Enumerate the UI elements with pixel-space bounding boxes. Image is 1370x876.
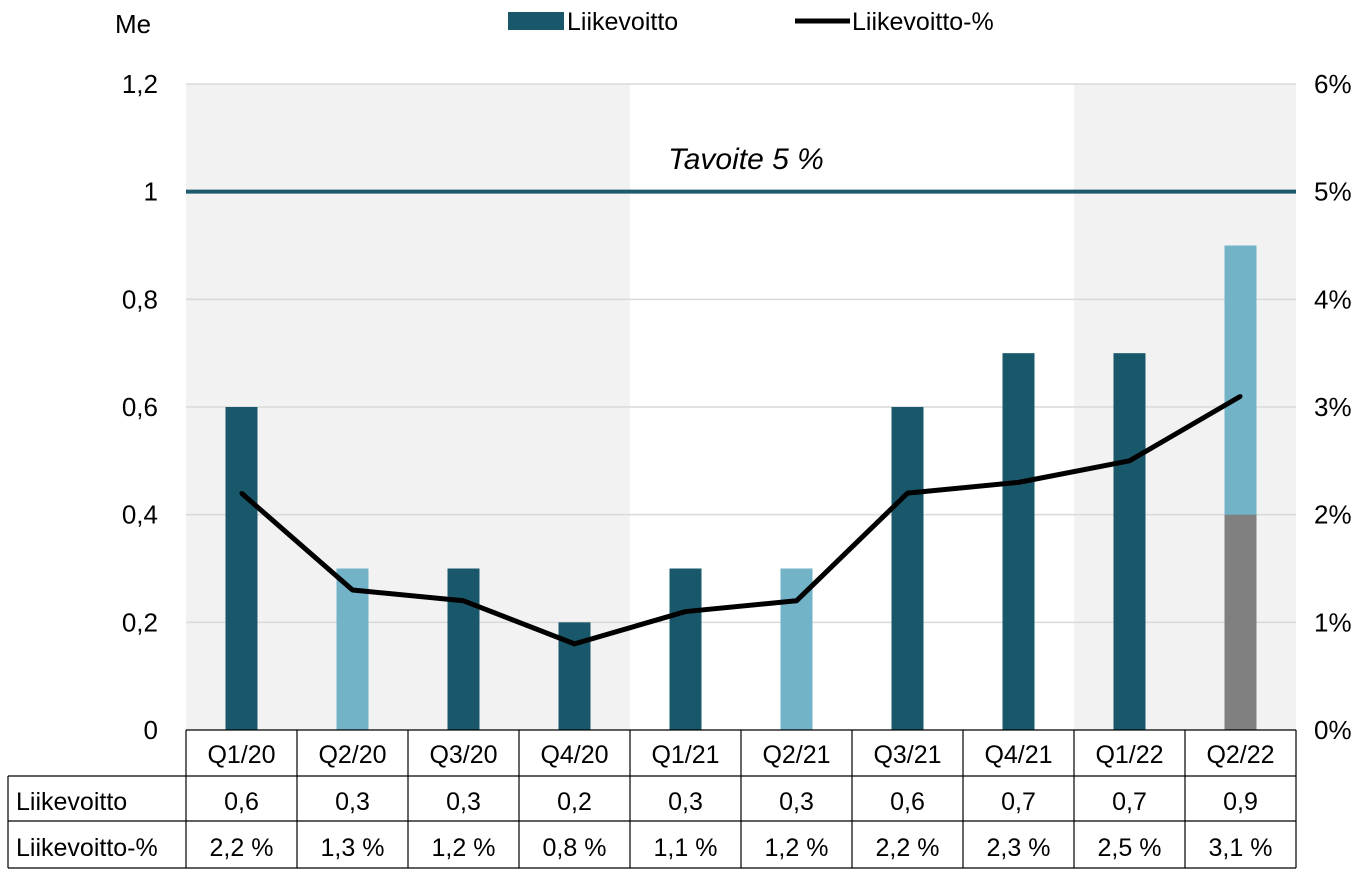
table-cell: 0,3 — [335, 788, 370, 816]
table-cell: 0,8 % — [543, 834, 607, 862]
table-cell: 0,7 — [1001, 788, 1036, 816]
line-point — [1238, 394, 1243, 399]
table-cell: 1,2 % — [432, 834, 496, 862]
category-label: Q4/20 — [540, 741, 608, 769]
bar — [336, 568, 369, 730]
y-right-tick-label: 3% — [1314, 392, 1352, 422]
table-cell: 0,2 — [557, 788, 592, 816]
table-cell: 0,3 — [668, 788, 703, 816]
y-right-tick-label: 5% — [1314, 177, 1352, 207]
table-cell: 2,3 % — [987, 834, 1051, 862]
table-cell: 0,6 — [890, 788, 925, 816]
y-right-tick-label: 6% — [1314, 69, 1352, 99]
category-label: Q1/21 — [651, 741, 719, 769]
table-cell: 0,6 — [224, 788, 259, 816]
category-label: Q2/22 — [1206, 741, 1274, 769]
line-point — [905, 491, 910, 496]
line-series-liikevoitto-pct — [239, 394, 1242, 647]
table-cell: 0,7 — [1112, 788, 1147, 816]
y-left-unit-label: Me — [115, 9, 151, 39]
y-left-tick-label: 1 — [144, 177, 158, 207]
line-point — [1127, 458, 1132, 463]
table-row-label: Liikevoitto — [16, 788, 127, 816]
y-right-tick-label: 1% — [1314, 607, 1352, 637]
bar — [447, 568, 480, 730]
y-right-tick-label: 4% — [1314, 284, 1352, 314]
y-left-tick-label: 0,2 — [122, 607, 158, 637]
table-cell: 2,2 % — [876, 834, 940, 862]
table-cell: 1,3 % — [321, 834, 385, 862]
line-point — [1016, 480, 1021, 485]
table-cell: 2,2 % — [210, 834, 274, 862]
bar — [1002, 353, 1035, 730]
table-row-label: Liikevoitto-% — [16, 834, 158, 862]
table-cell: 1,2 % — [765, 834, 829, 862]
line-point — [461, 598, 466, 603]
bar — [225, 407, 258, 730]
category-label: Q3/21 — [873, 741, 941, 769]
category-label: Q1/22 — [1095, 741, 1163, 769]
category-label: Q2/21 — [762, 741, 830, 769]
category-label: Q4/21 — [984, 741, 1052, 769]
table-cell: 3,1 % — [1209, 834, 1273, 862]
y-right-tick-label: 0% — [1314, 715, 1352, 745]
y-left-tick-label: 0,4 — [122, 500, 158, 530]
table-cell: 1,1 % — [654, 834, 718, 862]
target-label: Tavoite 5 % — [668, 143, 824, 176]
legend-swatch-bar — [508, 12, 564, 30]
table-cell: 0,3 — [779, 788, 814, 816]
bar — [1113, 353, 1146, 730]
line-point — [683, 609, 688, 614]
table-cell: 0,9 — [1223, 788, 1258, 816]
line-point — [572, 641, 577, 646]
bar — [780, 568, 813, 730]
legend-label-liikevoitto-pct: Liikevoitto-% — [852, 8, 994, 36]
bar-base-segment — [1224, 514, 1257, 730]
y-left-tick-label: 1,2 — [122, 69, 158, 99]
y-left-tick-label: 0 — [144, 715, 158, 745]
bar — [669, 568, 702, 730]
y-left-tick-label: 0,6 — [122, 392, 158, 422]
line-point — [794, 598, 799, 603]
bar — [891, 407, 924, 730]
y-right-tick-label: 2% — [1314, 500, 1352, 530]
table-cell: 0,3 — [446, 788, 481, 816]
y-left-tick-label: 0,8 — [122, 284, 158, 314]
category-label: Q1/20 — [207, 741, 275, 769]
category-label: Q2/20 — [318, 741, 386, 769]
category-label: Q3/20 — [429, 741, 497, 769]
table-cell: 2,5 % — [1098, 834, 1162, 862]
line-point — [350, 588, 355, 593]
line-point — [239, 491, 244, 496]
legend-label-liikevoitto: Liikevoitto — [567, 8, 678, 36]
